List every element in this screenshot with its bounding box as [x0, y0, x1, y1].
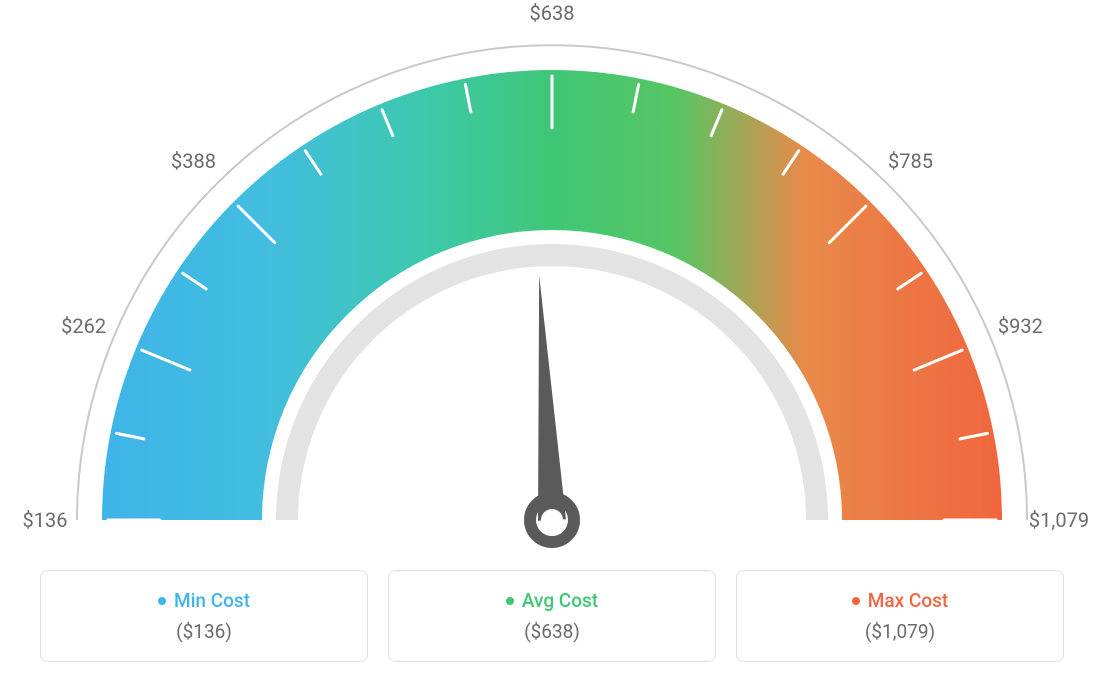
- legend-card-avg: Avg Cost ($638): [388, 570, 716, 662]
- gauge-tick-label: $932: [998, 314, 1043, 338]
- legend-title-max: Max Cost: [852, 589, 948, 612]
- legend-title-min: Min Cost: [158, 589, 250, 612]
- gauge-tick-label: $388: [171, 149, 216, 173]
- legend-title-avg: Avg Cost: [506, 589, 598, 612]
- gauge-svg: [0, 0, 1104, 560]
- gauge-chart: $136 $262 $388 $638 $785 $932 $1,079: [0, 0, 1104, 560]
- gauge-tick-label: $262: [61, 314, 106, 338]
- legend-value: ($638): [399, 620, 705, 643]
- gauge-tick-label: $638: [530, 1, 575, 25]
- legend-value: ($1,079): [747, 620, 1053, 643]
- legend-label: Avg Cost: [522, 589, 598, 612]
- dot-icon: [158, 597, 166, 605]
- gauge-tick-label: $136: [23, 508, 68, 532]
- gauge-tick-label: $785: [888, 149, 933, 173]
- legend-row: Min Cost ($136) Avg Cost ($638) Max Cost…: [0, 570, 1104, 662]
- legend-label: Min Cost: [174, 589, 250, 612]
- dot-icon: [506, 597, 514, 605]
- dot-icon: [852, 597, 860, 605]
- gauge-tick-label: $1,079: [1029, 508, 1089, 532]
- legend-card-min: Min Cost ($136): [40, 570, 368, 662]
- legend-label: Max Cost: [868, 589, 948, 612]
- legend-card-max: Max Cost ($1,079): [736, 570, 1064, 662]
- legend-value: ($136): [51, 620, 357, 643]
